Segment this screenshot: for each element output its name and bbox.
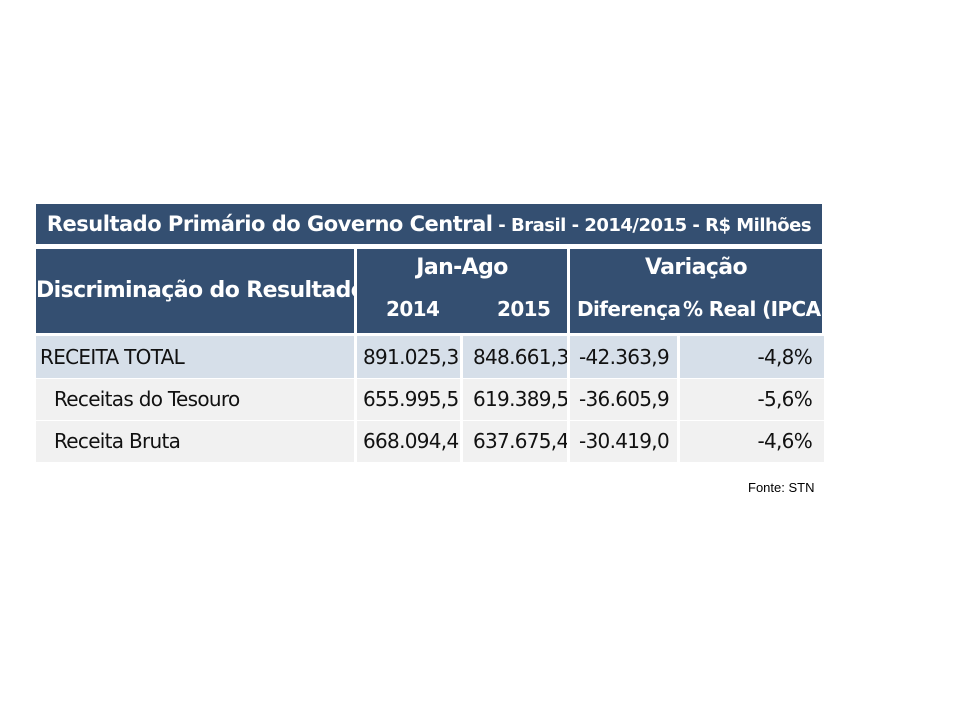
- source-note: Fonte: STN: [748, 480, 815, 495]
- cell-2014: 891.025,3: [363, 345, 459, 369]
- cell-2015: 637.675,4: [473, 429, 569, 453]
- cell-diferenca: -36.605,9: [579, 387, 670, 411]
- table-row: Receita Bruta 668.094,4 637.675,4 -30.41…: [36, 420, 824, 462]
- row-divider: [36, 420, 824, 421]
- cell-diferenca: -30.419,0: [579, 429, 670, 453]
- header-jan-ago-group: Jan-Ago 2014 2015: [357, 249, 567, 333]
- row-label: RECEITA TOTAL: [40, 345, 185, 369]
- column-divider: [677, 336, 680, 378]
- table-title: Resultado Primário do Governo Central - …: [36, 204, 822, 244]
- row-label: Receita Bruta: [54, 429, 181, 453]
- row-label: Receitas do Tesouro: [54, 387, 240, 411]
- table-row: RECEITA TOTAL 891.025,3 848.661,3 -42.36…: [36, 336, 824, 378]
- header-variacao-label: Variação: [644, 255, 748, 280]
- column-divider: [567, 336, 570, 378]
- column-divider: [354, 336, 357, 378]
- row-divider: [36, 378, 824, 379]
- cell-2015: 619.389,5: [473, 387, 569, 411]
- header-year-2014: 2014: [386, 297, 440, 321]
- column-divider: [567, 420, 570, 462]
- cell-real-ipca: -5,6%: [757, 387, 812, 411]
- column-divider: [460, 420, 463, 462]
- header-discriminacao: Discriminação do Resultado: [36, 249, 366, 333]
- header-year-2015: 2015: [497, 297, 551, 321]
- column-divider: [460, 378, 463, 420]
- column-divider: [567, 378, 570, 420]
- header-discriminacao-label: Discriminação do Resultado: [36, 278, 366, 303]
- column-divider: [677, 378, 680, 420]
- cell-real-ipca: -4,6%: [757, 429, 812, 453]
- table-row: Receitas do Tesouro 655.995,5 619.389,5 …: [36, 378, 824, 420]
- cell-diferenca: -42.363,9: [579, 345, 670, 369]
- cell-2014: 668.094,4: [363, 429, 459, 453]
- header-real-ipca: % Real (IPCA): [683, 297, 830, 321]
- column-divider: [460, 336, 463, 378]
- header-variacao-group: Variação Diferença % Real (IPCA): [570, 249, 830, 333]
- column-divider: [677, 420, 680, 462]
- table-title-main: Resultado Primário do Governo Central: [46, 212, 493, 236]
- column-divider: [354, 378, 357, 420]
- cell-real-ipca: -4,8%: [757, 345, 812, 369]
- header-jan-ago-label: Jan-Ago: [416, 255, 508, 280]
- table-title-sub: - Brasil - 2014/2015 - R$ Milhões: [492, 215, 812, 236]
- cell-2014: 655.995,5: [363, 387, 459, 411]
- cell-2015: 848.661,3: [473, 345, 569, 369]
- column-divider: [354, 420, 357, 462]
- header-diferenca: Diferença: [577, 297, 681, 321]
